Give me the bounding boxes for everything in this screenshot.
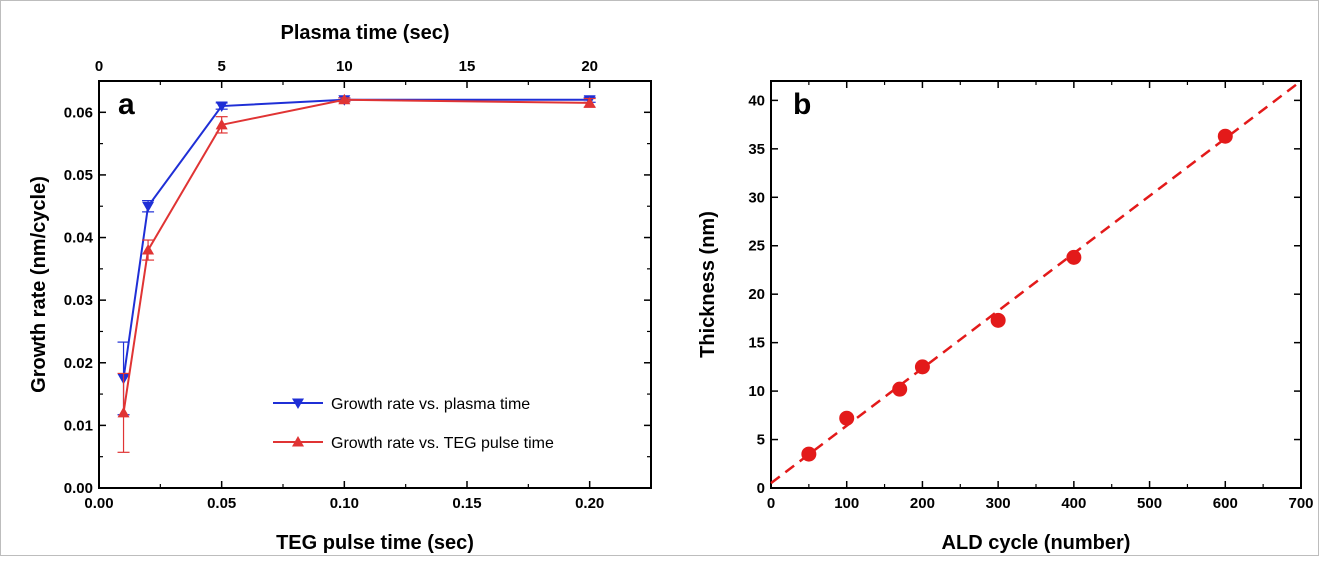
x-tick-label-b: 700 xyxy=(1288,495,1313,512)
y-tick-label-a: 0.06 xyxy=(64,104,93,121)
data-point-series-2 xyxy=(117,406,130,418)
x-tick-label-a: 0.00 xyxy=(84,495,113,512)
y-tick-label-a: 0.05 xyxy=(64,167,93,184)
y-tick-label-b: 15 xyxy=(748,335,765,352)
series-line-2 xyxy=(122,98,590,414)
y-tick-label-b: 0 xyxy=(757,480,765,497)
x-tick-label-a: 0.15 xyxy=(452,495,481,512)
x-tick-label-a: 0.05 xyxy=(207,495,236,512)
top-x-axis-label-a: Plasma time (sec) xyxy=(281,22,450,44)
legend-swatch-marker xyxy=(292,398,304,409)
x-tick-label-b: 200 xyxy=(910,495,935,512)
data-point xyxy=(892,381,908,397)
y-tick-label-b: 40 xyxy=(748,92,765,109)
y-tick-label-b: 20 xyxy=(748,286,765,303)
data-point xyxy=(1217,128,1233,144)
data-point-series-1 xyxy=(215,101,228,113)
x-tick-label-b: 600 xyxy=(1213,495,1238,512)
top-x-tick-label-a: 20 xyxy=(581,58,598,75)
y-tick-label-b: 5 xyxy=(757,432,765,449)
plot-frame-a xyxy=(98,80,652,489)
y-tick-label-b: 25 xyxy=(748,238,765,255)
y-axis-label-a: Growth rate (nm/cycle) xyxy=(28,176,50,393)
data-point xyxy=(914,359,930,375)
y-tick-label-a: 0.03 xyxy=(64,292,93,309)
top-x-tick-label-a: 10 xyxy=(336,58,353,75)
legend-swatch-marker xyxy=(292,436,304,447)
top-x-tick-label-a: 5 xyxy=(217,58,225,75)
data-point-series-2 xyxy=(338,93,351,105)
series-line-1 xyxy=(122,98,590,379)
y-axis-label-b: Thickness (nm) xyxy=(697,211,719,358)
top-x-tick-label-a: 15 xyxy=(459,58,476,75)
x-tick-label-b: 100 xyxy=(834,495,859,512)
y-tick-label-b: 35 xyxy=(748,141,765,158)
top-x-tick-label-a: 0 xyxy=(95,58,103,75)
data-point-series-2 xyxy=(583,96,596,108)
data-point xyxy=(801,446,817,462)
linear-fit-line xyxy=(770,80,1302,485)
panel-label-b: b xyxy=(793,88,811,121)
x-axis-label-b: ALD cycle (number) xyxy=(942,532,1131,554)
panel-label-a: a xyxy=(118,88,135,121)
y-tick-label-a: 0.04 xyxy=(64,230,94,247)
y-tick-label-a: 0.01 xyxy=(64,417,93,434)
x-tick-label-a: 0.10 xyxy=(330,495,359,512)
data-point-series-2 xyxy=(215,118,228,130)
y-tick-label-a: 0.00 xyxy=(64,480,93,497)
x-tick-label-b: 500 xyxy=(1137,495,1162,512)
y-tick-label-b: 10 xyxy=(748,383,765,400)
legend-label: Growth rate vs. TEG pulse time xyxy=(331,435,554,452)
data-point-series-2 xyxy=(142,244,155,255)
data-point xyxy=(839,410,855,426)
x-tick-label-b: 0 xyxy=(767,495,775,512)
data-point-series-1 xyxy=(142,201,155,213)
data-point xyxy=(1066,249,1082,265)
y-tick-label-b: 30 xyxy=(748,189,765,206)
legend-label: Growth rate vs. plasma time xyxy=(331,396,530,413)
y-tick-label-a: 0.02 xyxy=(64,355,93,372)
x-axis-label-a: TEG pulse time (sec) xyxy=(276,532,474,554)
data-point xyxy=(990,312,1006,328)
x-tick-label-b: 400 xyxy=(1061,495,1086,512)
x-tick-label-a: 0.20 xyxy=(575,495,604,512)
x-tick-label-b: 300 xyxy=(986,495,1011,512)
